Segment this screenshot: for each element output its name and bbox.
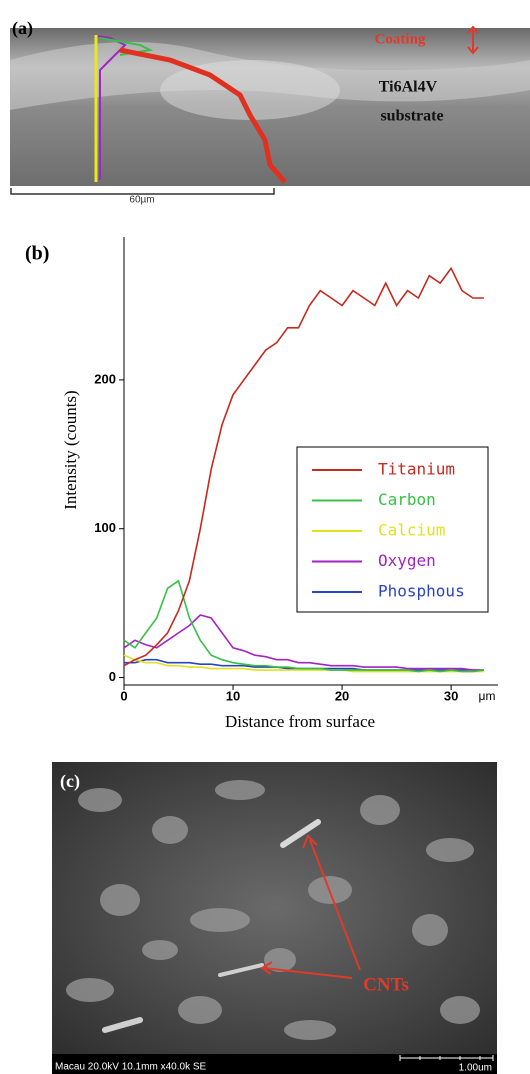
x-axis-label: Distance from surface [225,712,375,731]
scale-bar [10,188,275,195]
y-axis-label: Intensity (counts) [61,390,80,509]
annotation: Ti6Al4V [379,79,438,96]
panel-label: (a) [12,18,33,39]
series-line [123,266,484,667]
cnt [280,819,321,848]
arrow [260,834,361,979]
annotation: CNTs [363,974,409,995]
panel-b: (b) Distance from surface Intensity (cou… [25,237,498,731]
series-line [123,614,484,671]
x-tick-label: 30 [444,688,458,703]
arrow [467,25,479,55]
annotation: substrate [380,108,443,125]
legend-box [296,446,489,613]
legend-label: Carbon [378,490,436,509]
x-unit: μm [479,689,496,703]
legend-label: Phosphous [378,582,465,601]
panel-a: (a) Coating Ti6Al4V substrate 60µm [10,18,530,206]
y-tick-label: 0 [109,669,116,684]
panel-label: (b) [25,243,49,265]
panel-label: (c) [60,771,80,792]
y-tick-label: 100 [94,520,116,535]
scale-bar [399,1055,494,1061]
legend-label: Titanium [378,460,455,479]
info-text: Macau 20.0kV 10.1mm x40.0k SE [55,1062,207,1073]
annotation: Coating [375,31,426,47]
profile-line [119,47,287,184]
cnt [218,963,264,977]
grain-texture [66,780,480,1040]
scale-label: 1.00um [459,1063,492,1074]
scale-label: 60µm [129,195,154,206]
panel-c: (c) CNTs Macau 20.0kV 10.1mm x40.0k SE 1… [52,762,497,1074]
x-tick-label: 10 [226,688,240,703]
info-bar [52,1054,497,1074]
y-tick-label: 200 [94,371,116,386]
cnt [102,1017,143,1033]
legend-label: Oxygen [378,551,436,570]
x-tick-label: 0 [120,688,127,703]
x-tick-label: 20 [335,688,349,703]
legend-label: Calcium [378,521,445,540]
series-line [123,579,484,673]
